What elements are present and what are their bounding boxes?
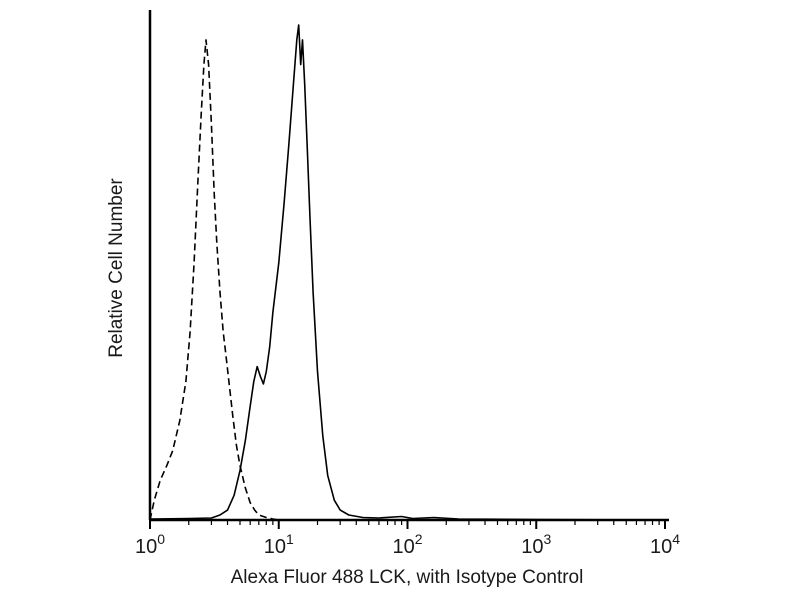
y-axis-label: Relative Cell Number	[106, 178, 127, 358]
x-tick-label: 101	[264, 531, 294, 558]
x-tick-label: 100	[135, 531, 165, 558]
x-axis-ticks	[149, 520, 666, 529]
curve-alexa-fluor-488-lck	[149, 24, 666, 521]
x-tick-label: 102	[392, 531, 422, 558]
x-axis-label: Alexa Fluor 488 LCK, with Isotype Contro…	[231, 567, 584, 588]
x-tick-label: 104	[650, 531, 680, 558]
curves-layer	[149, 24, 666, 521]
axes-layer	[148, 10, 669, 522]
x-axis-tick-labels: 100 101 102 103 104	[135, 531, 680, 558]
x-tick-label: 103	[521, 531, 551, 558]
curve-isotype-control	[149, 39, 279, 521]
